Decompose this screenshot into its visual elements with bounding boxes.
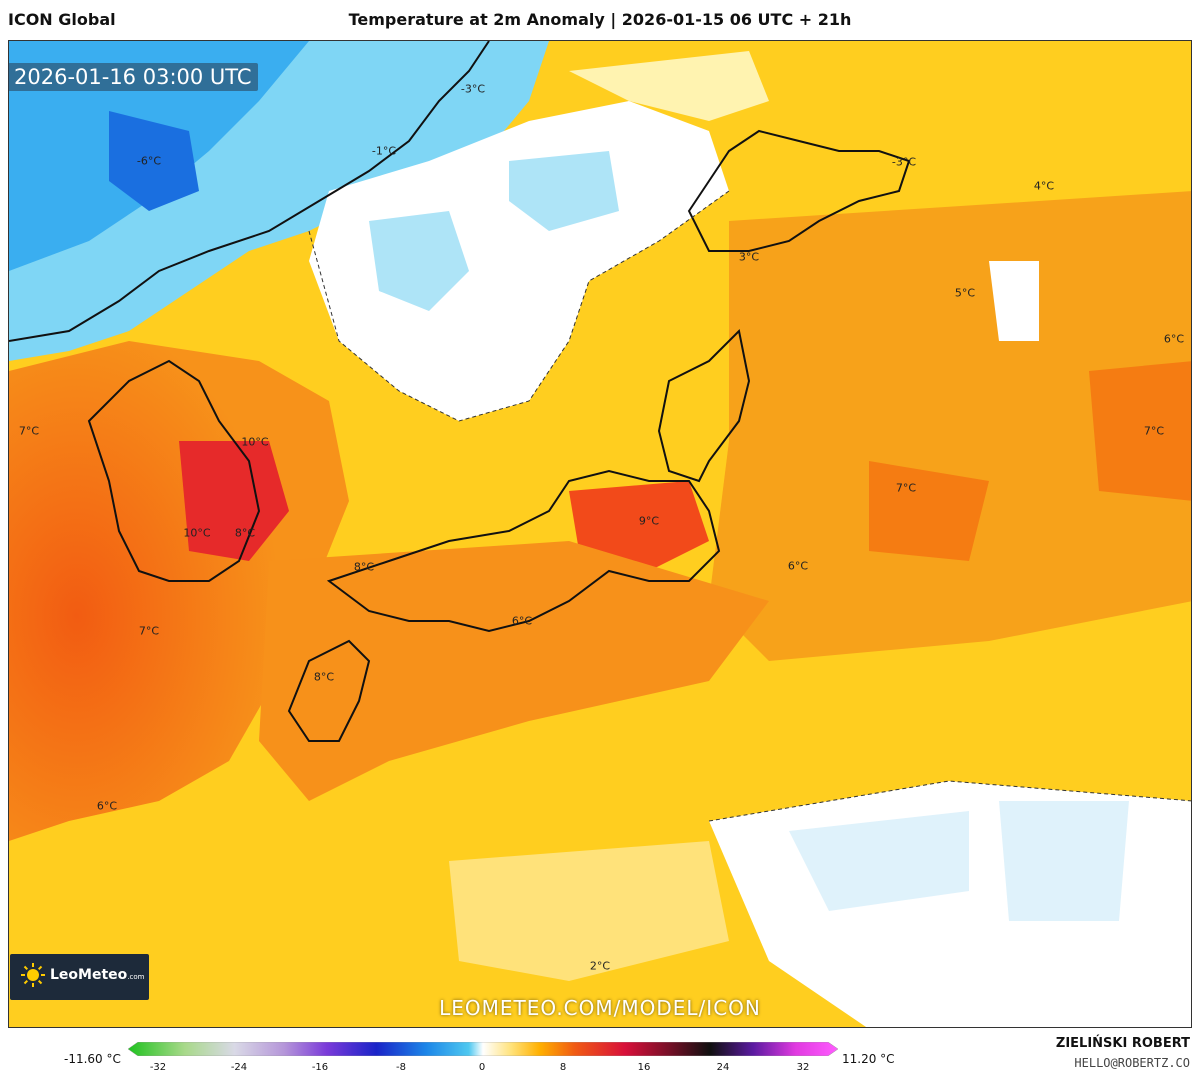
legend-tick: -16 (311, 1062, 329, 1073)
map-label: 7°C (895, 481, 917, 495)
chart-header: ICON Global Temperature at 2m Anomaly | … (0, 0, 1200, 40)
coastlines (9, 41, 911, 742)
legend-max-label: 11.20 °C (842, 1052, 895, 1066)
model-name: ICON Global (8, 10, 116, 29)
legend-tick: -24 (230, 1062, 248, 1073)
chart-title: Temperature at 2m Anomaly | 2026-01-15 0… (348, 10, 852, 29)
zero-contours (308, 190, 1191, 822)
warm-band-south (259, 541, 769, 801)
legend-tick: 8 (559, 1062, 567, 1073)
author-credit: ZIELIŃSKI ROBERT (1055, 1036, 1190, 1051)
legend-tick: 16 (637, 1062, 651, 1073)
map-label: 8°C (234, 526, 256, 540)
anomaly-map: -6°C -1°C -3°C -3°C 4°C 3°C 5°C 6°C 7°C … (8, 40, 1192, 1028)
legend-tick: 0 (478, 1062, 486, 1073)
cold-region-deep (109, 111, 199, 211)
map-label: 3°C (738, 250, 760, 264)
color-legend: -11.60 °C (0, 1036, 1200, 1074)
neutral-region-sea-of-japan (309, 101, 729, 421)
neutral-island-east (989, 261, 1039, 341)
legend-tick: -8 (396, 1062, 406, 1073)
map-canvas (9, 41, 1191, 1027)
author-email: HELLO@ROBERTZ.CO (1074, 1056, 1190, 1070)
warm-patch-east (869, 461, 989, 561)
map-label: 9°C (638, 514, 660, 528)
hot-patch-honshu (569, 481, 709, 571)
map-label: 7°C (138, 624, 160, 638)
valid-time-badge: 2026-01-16 03:00 UTC (8, 63, 258, 91)
legend-color-bar (128, 1042, 838, 1056)
map-label: 10°C (241, 435, 269, 449)
legend-tick: 32 (796, 1062, 810, 1073)
map-label: 6°C (1163, 332, 1185, 346)
pale-north (569, 51, 769, 121)
map-label: -3°C (460, 82, 486, 96)
cool-patch-southeast (789, 811, 969, 911)
legend-min-label: -11.60 °C (64, 1052, 121, 1066)
cool-patch-southeast-2 (999, 801, 1129, 921)
map-label: 8°C (313, 670, 335, 684)
map-label: 8°C (353, 560, 375, 574)
map-label: 4°C (1033, 179, 1055, 193)
hot-patch-korea (179, 441, 289, 561)
map-label: -3°C (891, 155, 917, 169)
map-label: 10°C (183, 526, 211, 540)
legend-tick: 24 (716, 1062, 730, 1073)
map-label: 5°C (954, 286, 976, 300)
logo-domain: .com (127, 973, 145, 981)
pale-yellow-south (449, 841, 729, 981)
cool-patch (369, 211, 469, 311)
warm-patch-far-east (1089, 361, 1191, 501)
map-label: 6°C (511, 614, 533, 628)
leometeo-logo: LeoMeteo.com (10, 954, 149, 1000)
legend-ticks: -32 -24 -16 -8 0 8 16 24 32 (0, 1062, 1200, 1074)
map-label: 7°C (1143, 424, 1165, 438)
map-label: 7°C (18, 424, 40, 438)
warm-belt-east (709, 191, 1191, 661)
map-label: 6°C (787, 559, 809, 573)
map-label: 2°C (589, 959, 611, 973)
sun-icon (21, 963, 45, 987)
logo-name: LeoMeteo (50, 967, 128, 983)
map-label: -1°C (371, 144, 397, 158)
watermark: LEOMETEO.COM/MODEL/ICON (439, 996, 761, 1020)
map-label: -6°C (136, 154, 162, 168)
legend-tick: -32 (149, 1062, 167, 1073)
cool-patch-2 (509, 151, 619, 231)
map-label: 6°C (96, 799, 118, 813)
